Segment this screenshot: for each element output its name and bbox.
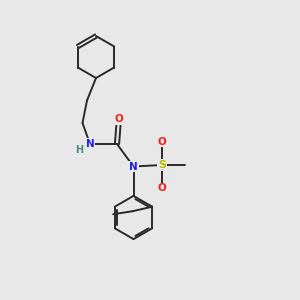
Text: O: O (114, 114, 123, 124)
Text: H: H (75, 145, 84, 155)
Text: O: O (158, 136, 166, 147)
Text: S: S (158, 160, 166, 170)
Text: N: N (85, 139, 94, 149)
Text: N: N (129, 161, 138, 172)
Text: O: O (158, 183, 166, 194)
